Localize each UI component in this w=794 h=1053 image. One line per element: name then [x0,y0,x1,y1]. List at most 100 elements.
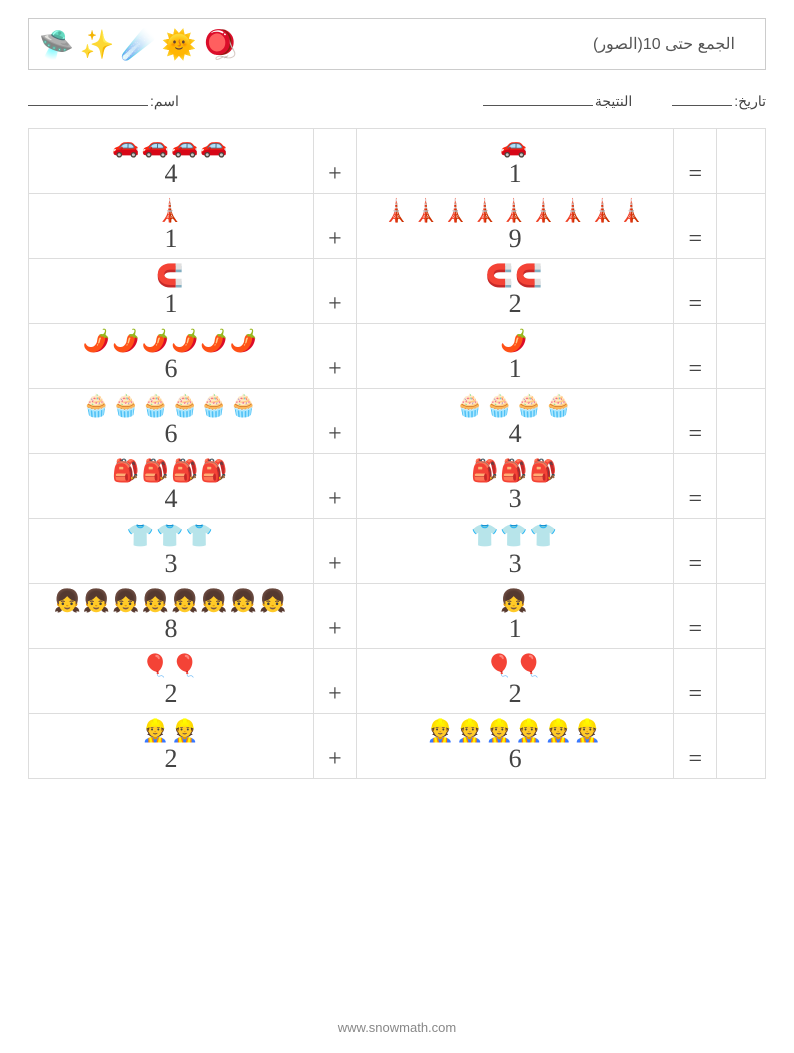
operator: + [314,324,356,383]
equals-sign: = [674,454,716,513]
operand-b-value: 1 [361,356,670,386]
operand-a-icons: 🌶️🌶️🌶️🌶️🌶️🌶️ [33,330,309,356]
problem-row: 🧁🧁🧁🧁🧁🧁6+🧁🧁🧁🧁4= [29,389,766,454]
operand-a-value: 3 [33,551,309,581]
equals-sign: = [674,129,716,188]
operand-b-icons: 👕👕👕 [361,525,670,551]
problem-row: 🎒🎒🎒🎒4+🎒🎒🎒3= [29,454,766,519]
equals-sign: = [674,519,716,578]
operand-b-icons: 🎒🎒🎒 [361,460,670,486]
operand-b-value: 4 [361,421,670,451]
problem-row: 🚗🚗🚗🚗4+🚗1= [29,129,766,194]
equals-sign: = [674,584,716,643]
answer-cell[interactable] [717,194,766,259]
operator: + [314,389,356,448]
fields-row: تاريخ: النتيجة اسم: [28,92,766,110]
worksheet-header: 🛸✨☄️🌞🪀 (الصور)الجمع حتى 10 [28,18,766,70]
operand-a-value: 4 [33,161,309,191]
equals-sign: = [674,649,716,708]
operator: + [314,194,356,253]
operand-a-icons: 🎈🎈 [33,655,309,681]
operand-a-icons: 🧁🧁🧁🧁🧁🧁 [33,395,309,421]
name-label: اسم: [150,93,179,110]
answer-cell[interactable] [717,454,766,519]
operand-a-value: 2 [33,746,309,776]
operand-a-value: 6 [33,421,309,451]
operand-b-icons: 👧 [361,590,670,616]
operand-b-icons: 🗼🗼🗼🗼🗼🗼🗼🗼🗼 [361,200,670,226]
operand-a-icons: 🧲 [33,265,309,291]
problem-row: 🧲1+🧲🧲2= [29,259,766,324]
operand-b-icons: 🎈🎈 [361,655,670,681]
problem-row: 🎈🎈2+🎈🎈2= [29,649,766,714]
operand-b-icons: 🌶️ [361,330,670,356]
operand-a-icons: 🚗🚗🚗🚗 [33,135,309,161]
equals-sign: = [674,324,716,383]
answer-cell[interactable] [717,389,766,454]
problems-table: 🚗🚗🚗🚗4+🚗1=🗼1+🗼🗼🗼🗼🗼🗼🗼🗼🗼9=🧲1+🧲🧲2=🌶️🌶️🌶️🌶️🌶️… [28,128,766,779]
operand-b-value: 3 [361,486,670,516]
footer-url: www.snowmath.com [0,1020,794,1035]
score-label: النتيجة [595,93,632,110]
operator: + [314,129,356,188]
answer-cell[interactable] [717,649,766,714]
equals-sign: = [674,194,716,253]
score-field: النتيجة [483,92,632,110]
header-icons: 🛸✨☄️🌞🪀 [39,28,237,61]
operand-a-icons: 👕👕👕 [33,525,309,551]
operand-b-value: 9 [361,226,670,256]
operand-b-value: 1 [361,616,670,646]
operand-a-value: 2 [33,681,309,711]
equals-sign: = [674,714,716,773]
operand-a-icons: 👧👧👧👧👧👧👧👧 [33,590,309,616]
header-icon: ✨ [80,28,115,61]
operand-a-icons: 👷👷 [33,720,309,746]
operand-b-icons: 🧲🧲 [361,265,670,291]
worksheet-title: (الصور)الجمع حتى 10 [593,34,755,54]
answer-cell[interactable] [717,584,766,649]
problem-row: 👧👧👧👧👧👧👧👧8+👧1= [29,584,766,649]
header-icon: ☄️ [121,28,156,61]
score-blank[interactable] [483,92,593,106]
operand-a-icons: 🗼 [33,200,309,226]
answer-cell[interactable] [717,259,766,324]
problem-row: 🌶️🌶️🌶️🌶️🌶️🌶️6+🌶️1= [29,324,766,389]
date-label: تاريخ: [734,93,766,110]
date-field: تاريخ: [672,92,766,110]
header-icon: 🌞 [162,28,197,61]
operand-b-value: 3 [361,551,670,581]
operator: + [314,714,356,773]
operand-b-icons: 🧁🧁🧁🧁 [361,395,670,421]
answer-cell[interactable] [717,324,766,389]
operand-a-value: 1 [33,226,309,256]
operand-a-icons: 🎒🎒🎒🎒 [33,460,309,486]
equals-sign: = [674,389,716,448]
operand-a-value: 1 [33,291,309,321]
header-icon: 🛸 [39,28,74,61]
date-blank[interactable] [672,92,732,106]
problem-row: 👷👷2+👷👷👷👷👷👷6= [29,714,766,779]
equals-sign: = [674,259,716,318]
operand-a-value: 8 [33,616,309,646]
operator: + [314,649,356,708]
problem-row: 👕👕👕3+👕👕👕3= [29,519,766,584]
answer-cell[interactable] [717,129,766,194]
header-icon: 🪀 [203,28,238,61]
problem-row: 🗼1+🗼🗼🗼🗼🗼🗼🗼🗼🗼9= [29,194,766,259]
operand-b-icons: 👷👷👷👷👷👷 [361,720,670,746]
name-blank[interactable] [28,92,148,106]
operator: + [314,259,356,318]
operator: + [314,584,356,643]
operand-b-value: 2 [361,681,670,711]
answer-cell[interactable] [717,714,766,779]
operand-b-value: 2 [361,291,670,321]
answer-cell[interactable] [717,519,766,584]
operand-b-value: 6 [361,746,670,776]
operand-a-value: 4 [33,486,309,516]
operand-b-icons: 🚗 [361,135,670,161]
operand-a-value: 6 [33,356,309,386]
operator: + [314,454,356,513]
operator: + [314,519,356,578]
name-field: اسم: [28,92,179,110]
operand-b-value: 1 [361,161,670,191]
